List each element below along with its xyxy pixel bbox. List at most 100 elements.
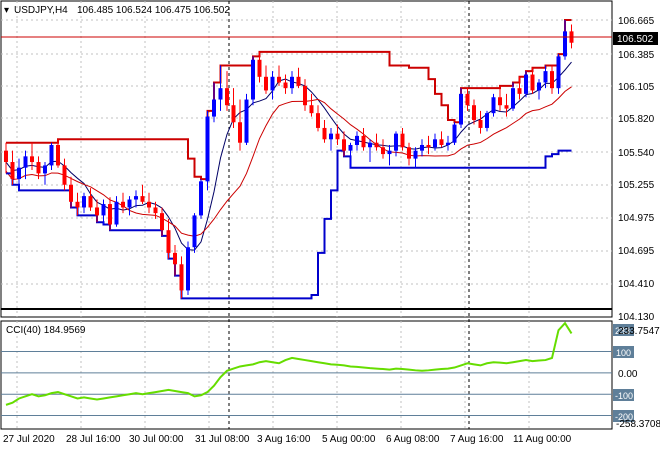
candle-body [127,199,132,208]
candle-body [231,105,236,123]
candle-body [264,76,268,91]
candle-body [153,207,158,214]
price-axis: 106.665 106.385 106.105 105.820 105.540 … [618,16,655,323]
candle-body [283,82,288,89]
candle-body [368,142,372,148]
price-label: 106.385 [618,50,655,61]
candle-body [407,147,411,159]
chart-header-icon: ▾ [4,5,9,16]
cci-title: CCI(40) 184.9569 [6,325,86,336]
candle-body [426,144,431,148]
candle-body [238,122,242,143]
candle-body [465,93,470,106]
candle-body [504,105,509,109]
cci-current-label: 233 [615,326,630,336]
candle-body [277,76,281,83]
candle-body [537,82,541,91]
candle-body [23,156,28,168]
candle-body [439,139,444,145]
fast-ma-line [5,61,572,251]
cci-level-label: 100 [616,348,631,358]
candle-body [543,71,548,83]
candle-body [225,88,229,106]
price-label: 106.105 [618,82,655,93]
candle-body [36,162,41,174]
cci-line [5,321,573,406]
candle-body [257,59,262,77]
cci-100-badge [613,346,634,358]
price-panel[interactable] [0,0,613,318]
ohlc-values: 106.485 106.524 106.475 106.502 [77,5,230,16]
price-label: 105.820 [618,114,655,125]
candle-body [387,150,392,155]
candle-body [43,165,47,174]
cci-max-label: 233.7547 [618,326,660,337]
candle-body [192,215,197,248]
cci-series [5,321,573,406]
candle-body [563,31,567,57]
candle-body [244,99,249,143]
candle-body [550,71,554,89]
candle-body [394,133,398,151]
candle-body [348,144,353,151]
candle-body [82,196,86,208]
candle-body [62,165,67,185]
candle-body [459,93,463,125]
candle-body [166,230,171,253]
price-label: 104.975 [618,213,655,224]
candle-body [212,99,216,117]
candle-body [140,196,145,202]
time-label: 11 Aug 00:00 [513,434,572,445]
candle-body [108,204,112,225]
price-label: 105.255 [618,180,655,191]
cci-level-lines [1,351,612,417]
time-label: 7 Aug 16:00 [450,434,504,445]
candle-body [88,196,93,208]
candle-body [433,139,437,148]
candle-body [218,88,223,100]
candle-body [186,247,190,291]
candle-body [335,133,340,140]
candle-body [251,59,255,100]
candle-body [10,162,15,180]
candle-body [329,133,333,140]
slow-ma-line [5,86,572,237]
candle-body [556,56,561,89]
cci-panel[interactable] [0,320,613,430]
candle-body [121,201,125,208]
time-label: 31 Jul 08:00 [195,434,250,445]
current-price-badge [613,32,658,45]
time-axis: 27 Jul 2020 28 Jul 16:00 30 Jul 00:00 31… [3,434,572,445]
candle-body [30,156,34,163]
candle-body [75,201,80,208]
candle-body [478,119,483,128]
candle-body [296,76,301,86]
candle-body [95,207,99,216]
candle-body [322,127,327,140]
candle-body [17,167,21,180]
candle-body [160,213,164,231]
candle-body [361,135,366,148]
time-label: 6 Aug 08:00 [386,434,440,445]
candle-body [524,74,528,94]
price-label: 106.665 [618,16,655,27]
candle-body [114,201,119,225]
candle-body [420,144,424,151]
candle-body [173,252,177,265]
candle-body [199,181,203,216]
candle-body [309,105,314,114]
price-label: 105.540 [618,148,655,159]
cci-level-label: 0.00 [618,369,638,380]
cci-current-badge [613,324,634,336]
candles [4,20,574,299]
candle-body [342,139,346,151]
candle-body [452,124,457,143]
candle-body [49,144,54,166]
cci-level-label: -100 [615,391,633,401]
price-label: 104.130 [618,312,655,323]
cci-neg200-badge [613,410,634,422]
candle-body [400,133,405,148]
cci-level-label: -200 [615,412,633,422]
candle-body [179,264,184,291]
